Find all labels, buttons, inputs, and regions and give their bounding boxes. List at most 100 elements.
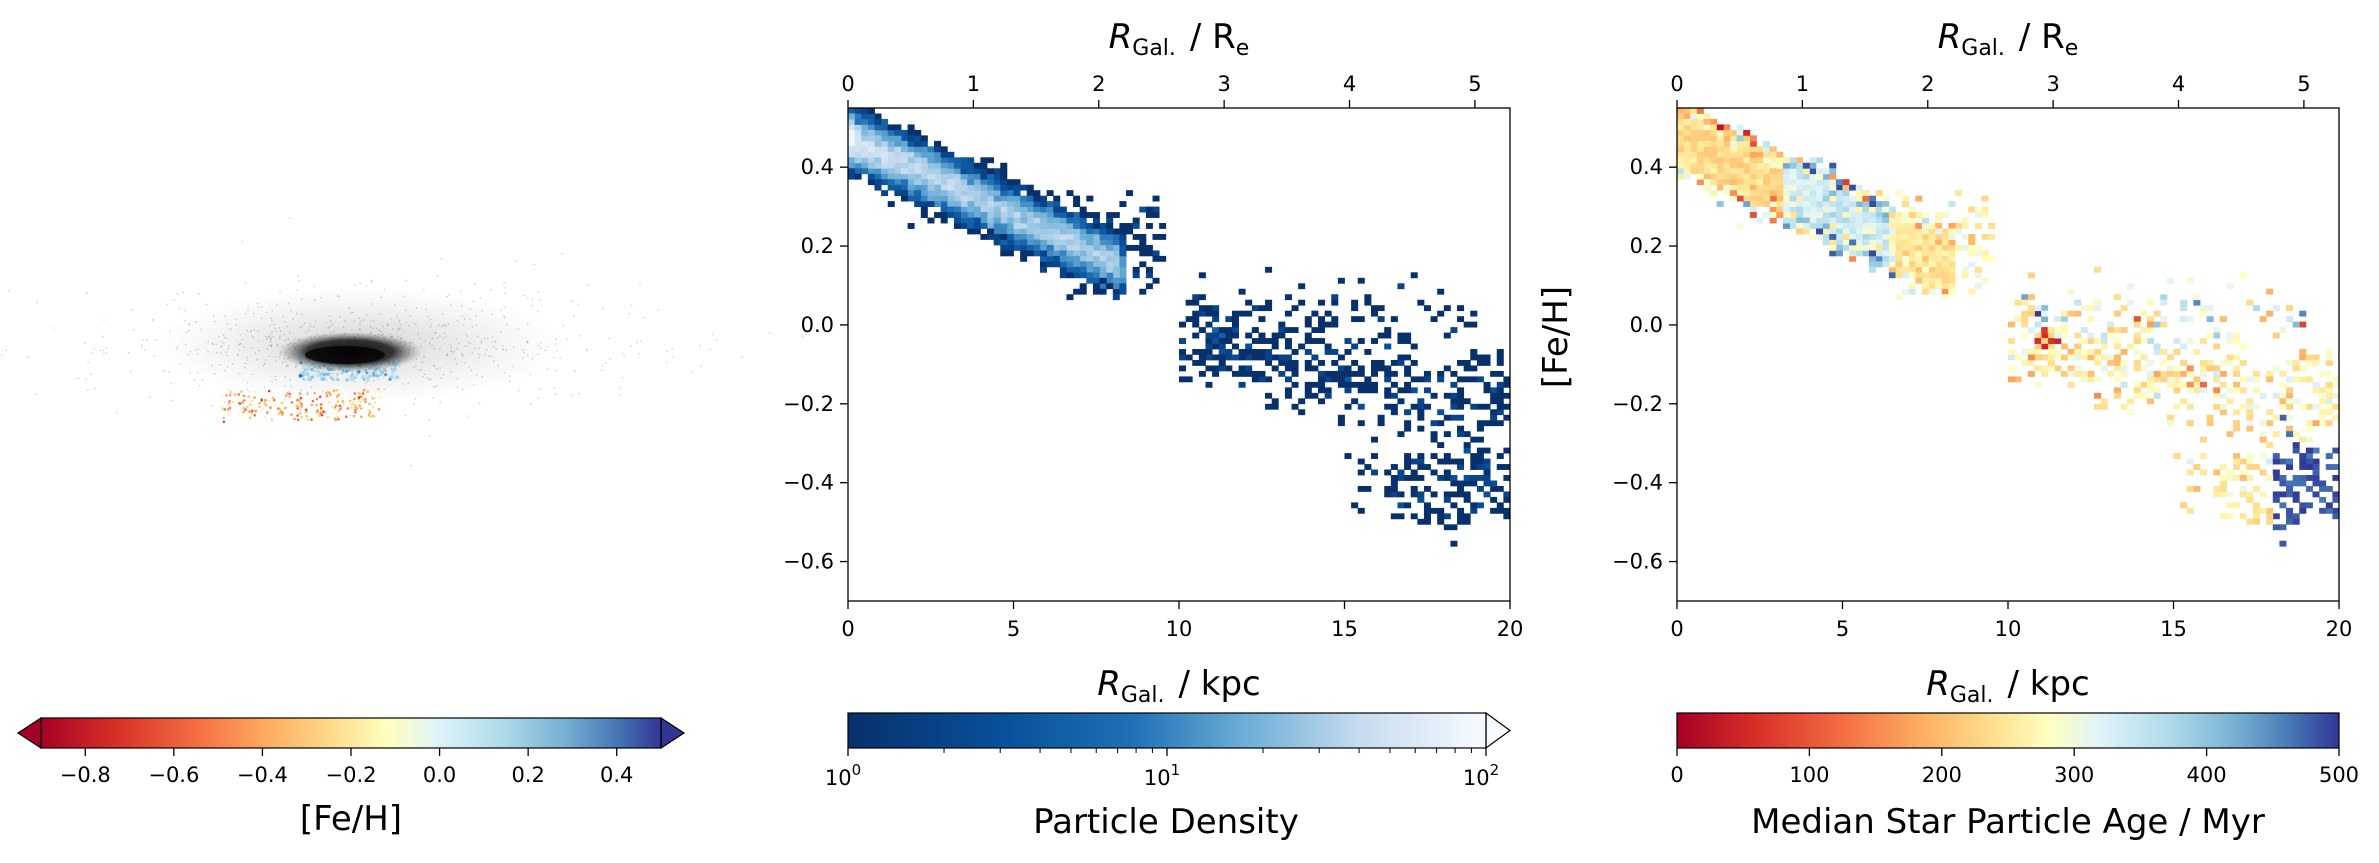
density-cell — [1344, 365, 1352, 372]
age-cell — [2193, 294, 2201, 301]
density-cell — [894, 184, 902, 191]
age-cell — [1862, 233, 1870, 240]
age-cell — [1935, 261, 1943, 268]
age-cell — [2305, 447, 2313, 454]
age-cell — [1743, 168, 1751, 175]
density-cell — [1357, 507, 1365, 514]
density-cell — [980, 223, 988, 229]
age-cell — [1809, 217, 1817, 224]
disc-particle — [194, 349, 197, 351]
disc-particle — [450, 371, 453, 373]
age-cell — [2266, 513, 2274, 520]
disc-particle — [432, 397, 434, 399]
disc-particle — [222, 334, 225, 336]
density-cell — [1198, 359, 1206, 366]
age-cell — [2286, 376, 2294, 383]
density-cell — [1026, 201, 1034, 207]
age-cell — [1816, 184, 1824, 191]
density-cell — [1483, 464, 1491, 470]
disc-particle — [238, 349, 241, 352]
age-cell — [1882, 212, 1890, 218]
age-cell — [2286, 458, 2294, 465]
age-cell — [2140, 381, 2148, 388]
density-cell — [1271, 365, 1279, 372]
density-cell — [1284, 343, 1292, 350]
age-cell — [2219, 464, 2227, 470]
disc-particle — [256, 358, 258, 361]
age-cell — [1895, 239, 1903, 246]
age-cell — [1749, 206, 1757, 213]
density-cell — [1006, 233, 1014, 240]
disc-particle — [600, 369, 603, 372]
age-cell — [1789, 212, 1797, 218]
density-cell — [1457, 518, 1465, 525]
age-cell — [1723, 184, 1731, 191]
age-cell — [2173, 453, 2181, 459]
age-cell — [2021, 349, 2029, 355]
metal-rich-particle — [303, 368, 307, 372]
density-cell — [1245, 349, 1253, 355]
age-cell — [2060, 343, 2068, 350]
density-cell — [1397, 469, 1405, 476]
density-cell — [1390, 513, 1398, 520]
age-cell — [1941, 266, 1949, 273]
disc-particle — [533, 263, 536, 266]
age-cell — [1816, 228, 1824, 235]
density-cell — [1384, 485, 1392, 492]
age-cell — [1842, 228, 1850, 235]
age-cell — [2133, 381, 2141, 388]
disc-particle — [188, 323, 191, 326]
density-cell — [1046, 217, 1054, 224]
age-cell — [1796, 223, 1804, 229]
density-cell — [1059, 228, 1067, 235]
disc-particle — [254, 352, 256, 355]
metal-poor-particle — [250, 399, 253, 403]
density-cell — [987, 233, 995, 240]
density-cell — [973, 212, 981, 218]
age-cell — [2054, 349, 2062, 355]
density-cell — [987, 217, 995, 224]
age-cell — [1789, 223, 1797, 229]
disc-particle — [226, 323, 229, 325]
disc-particle — [292, 318, 295, 320]
age-cell — [2060, 332, 2068, 339]
age-cell — [1855, 195, 1863, 202]
density-cell — [980, 195, 988, 202]
age-cell — [2266, 288, 2274, 295]
age-cell — [1696, 168, 1704, 175]
density-cell — [1503, 496, 1511, 503]
density-cell — [920, 206, 928, 213]
age-cell — [2080, 354, 2088, 361]
density-cell — [1039, 201, 1047, 207]
density-colorbar-label: Particle Density — [1033, 802, 1299, 842]
density-cell — [1245, 332, 1253, 339]
age-cell — [1915, 272, 1923, 279]
age-cell — [1796, 201, 1804, 207]
age-cell — [2325, 387, 2333, 394]
density-cell — [1079, 283, 1087, 290]
age-cell — [2021, 294, 2029, 301]
disc-particle — [578, 392, 580, 395]
density-cell — [874, 151, 882, 158]
age-cell — [2299, 502, 2307, 509]
metal-poor-particle — [360, 415, 363, 419]
density-cell — [1351, 502, 1359, 509]
disc-particle — [526, 341, 528, 343]
x-tick-label: 5 — [1836, 617, 1849, 641]
density-cell — [1092, 239, 1100, 246]
age-cell — [2272, 431, 2280, 438]
disc-particle — [379, 313, 381, 315]
disc-particle — [325, 322, 327, 324]
age-cell — [1729, 195, 1737, 202]
metal-poor-particle — [364, 398, 368, 401]
disc-particle — [586, 348, 588, 351]
disc-particle — [453, 350, 456, 353]
disc-particle — [402, 295, 405, 298]
disc-particle — [573, 315, 575, 317]
disc-particle — [185, 343, 187, 346]
density-cell — [1430, 436, 1438, 443]
disc-particle — [485, 349, 488, 351]
age-cell — [2246, 453, 2254, 459]
density-cell — [920, 184, 928, 191]
age-cell — [2074, 349, 2082, 355]
